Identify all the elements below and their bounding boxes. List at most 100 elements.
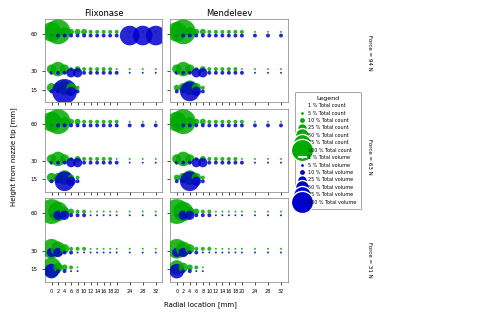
Point: [180, 209, 188, 214]
Point: [106, 67, 114, 72]
Point: [186, 179, 194, 184]
Point: [67, 209, 75, 214]
Point: [54, 156, 62, 162]
Point: [218, 160, 226, 165]
Point: [218, 33, 226, 38]
Point: [173, 213, 181, 218]
Point: [48, 250, 56, 255]
Text: Force = 94 N: Force = 94 N: [368, 35, 372, 71]
Point: [152, 246, 160, 251]
Text: Force = 31 N: Force = 31 N: [368, 242, 372, 278]
Point: [212, 33, 220, 38]
Point: [218, 67, 226, 72]
Point: [232, 156, 239, 162]
Point: [199, 123, 207, 128]
Point: [251, 156, 259, 162]
Point: [232, 160, 239, 165]
Point: [206, 246, 214, 251]
Point: [152, 156, 160, 162]
Point: [74, 67, 82, 72]
Point: [67, 29, 75, 34]
Point: [192, 179, 200, 184]
Point: [152, 250, 160, 255]
Point: [238, 70, 246, 75]
Point: [192, 265, 200, 270]
Point: [192, 89, 200, 94]
Point: [93, 209, 101, 214]
Point: [212, 123, 220, 128]
Point: [173, 85, 181, 90]
Point: [86, 160, 94, 165]
Point: [264, 209, 272, 214]
Point: [54, 85, 62, 90]
Point: [212, 29, 220, 34]
Point: [60, 250, 68, 255]
Point: [106, 123, 114, 128]
Point: [206, 33, 214, 38]
Point: [225, 209, 233, 214]
Title: Flixonase: Flixonase: [84, 9, 124, 18]
Point: [67, 89, 75, 94]
Point: [74, 29, 82, 34]
Point: [54, 265, 62, 270]
Point: [60, 67, 68, 72]
Point: [251, 250, 259, 255]
Point: [54, 33, 62, 38]
Point: [54, 160, 62, 165]
Point: [54, 250, 62, 255]
Point: [48, 89, 56, 94]
Point: [106, 246, 114, 251]
Point: [60, 70, 68, 75]
Point: [251, 29, 259, 34]
Point: [48, 209, 56, 214]
Point: [251, 123, 259, 128]
Point: [112, 33, 120, 38]
Point: [186, 250, 194, 255]
Point: [80, 123, 88, 128]
Point: [180, 33, 188, 38]
Point: [180, 85, 188, 90]
Point: [67, 179, 75, 184]
Point: [67, 33, 75, 38]
Point: [192, 175, 200, 180]
Point: [100, 119, 108, 124]
Point: [225, 160, 233, 165]
Point: [173, 29, 181, 34]
Point: [60, 213, 68, 218]
Point: [100, 29, 108, 34]
Point: [54, 179, 62, 184]
Point: [192, 123, 200, 128]
Point: [80, 250, 88, 255]
Point: [138, 160, 146, 165]
Point: [138, 250, 146, 255]
Point: [152, 213, 160, 218]
Point: [186, 89, 194, 94]
Point: [225, 123, 233, 128]
Point: [251, 160, 259, 165]
Point: [48, 213, 56, 218]
Point: [173, 179, 181, 184]
Text: Height from nozzle tip [mm]: Height from nozzle tip [mm]: [10, 107, 17, 206]
Point: [277, 67, 285, 72]
Point: [192, 246, 200, 251]
Point: [74, 160, 82, 165]
Point: [232, 250, 239, 255]
Point: [218, 209, 226, 214]
Point: [48, 29, 56, 34]
Point: [86, 250, 94, 255]
Point: [192, 33, 200, 38]
Point: [86, 209, 94, 214]
Point: [112, 213, 120, 218]
Point: [206, 160, 214, 165]
Point: [192, 85, 200, 90]
Point: [152, 123, 160, 128]
Point: [112, 123, 120, 128]
Point: [67, 250, 75, 255]
Point: [48, 33, 56, 38]
Point: [54, 209, 62, 214]
Point: [152, 119, 160, 124]
Point: [206, 119, 214, 124]
Point: [93, 70, 101, 75]
Point: [48, 70, 56, 75]
Point: [67, 119, 75, 124]
